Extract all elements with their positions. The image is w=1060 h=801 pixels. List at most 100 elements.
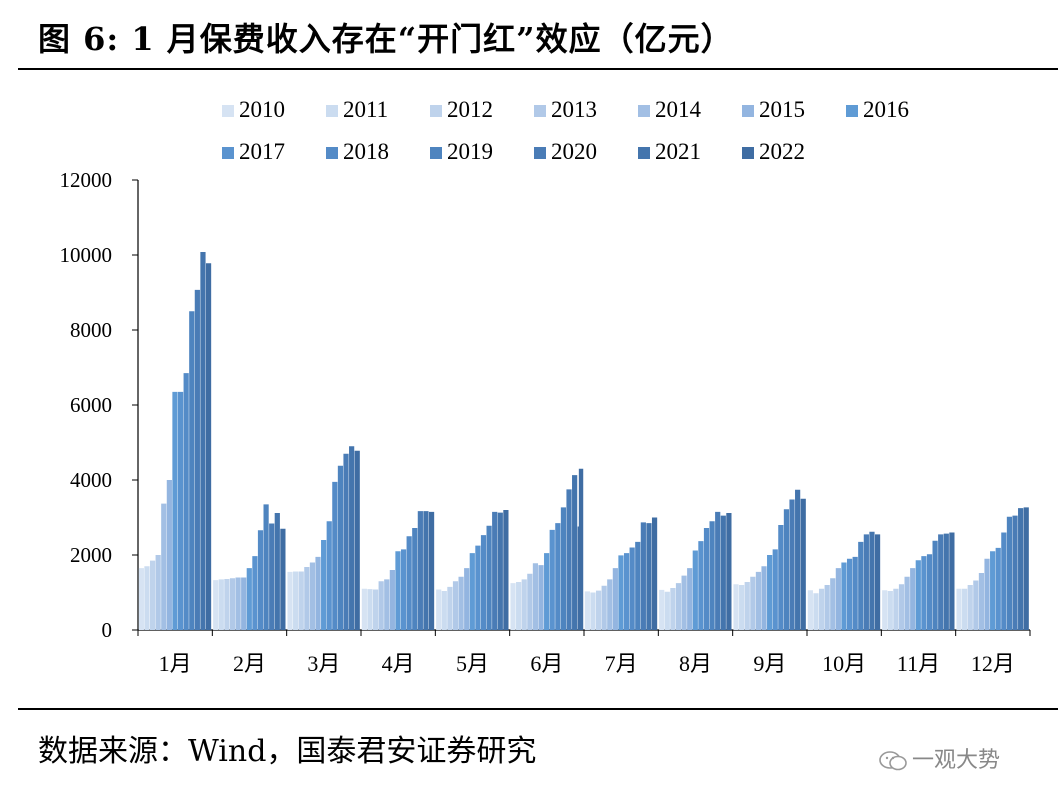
bar-2010-5月 [436, 589, 442, 630]
bar-2015-4月 [389, 570, 395, 630]
wechat-icon [879, 751, 907, 771]
bar-2014-12月 [978, 573, 985, 630]
bar-2017-4月 [400, 549, 407, 630]
bar-2020-6月 [566, 489, 572, 630]
bar-2013-11月 [898, 584, 905, 630]
bar-2019-11月 [932, 540, 938, 630]
legend-label: 2010 [239, 97, 285, 122]
bar-2021-5月 [497, 512, 503, 630]
legend-swatch [638, 147, 650, 159]
legend-item-2016: 2016 [846, 97, 909, 122]
legend-swatch [742, 147, 754, 159]
bar-2022-10月 [874, 534, 881, 630]
x-tick-label: 1月 [159, 651, 192, 676]
legend-label: 2020 [551, 139, 597, 164]
bar-2011-9月 [739, 585, 745, 630]
bar-2021-10月 [869, 531, 875, 630]
figure-title: 图 6: 1 月保费收入存在“开门红”效应（亿元） [38, 20, 734, 58]
bar-2017-9月 [772, 549, 778, 630]
x-tick-label: 4月 [382, 651, 415, 676]
legend-label: 2021 [655, 139, 701, 164]
bar-group-3月 [287, 446, 360, 630]
bar-2019-12月 [1006, 516, 1013, 630]
bar-2018-5月 [480, 535, 487, 630]
bar-2014-11月 [904, 576, 910, 630]
bar-2016-9月 [767, 555, 773, 630]
bar-2016-11月 [915, 560, 921, 630]
bar-2012-1月 [149, 560, 156, 630]
bar-group-8月 [659, 511, 732, 630]
bar-2014-7月 [607, 579, 613, 630]
bar-2014-10月 [830, 578, 836, 630]
bar-2021-1月 [200, 252, 206, 630]
bar-2022-4月 [428, 511, 435, 630]
legend-item-2021: 2021 [638, 139, 701, 164]
bar-2018-10月 [852, 556, 858, 630]
legend-swatch [430, 147, 442, 159]
bar-2021-2月 [274, 513, 280, 630]
bar-2012-3月 [298, 571, 304, 630]
x-tick-label: 9月 [753, 651, 786, 676]
legend-label: 2022 [759, 139, 805, 164]
y-tick-label: 12000 [60, 168, 113, 192]
x-tick-label: 12月 [971, 651, 1015, 676]
bar-2020-7月 [640, 522, 646, 630]
bar-2015-9月 [761, 566, 767, 630]
bar-2018-8月 [703, 528, 710, 630]
bar-group-12月 [956, 507, 1029, 630]
bar-2014-8月 [681, 575, 687, 630]
bar-2011-2月 [218, 579, 224, 630]
bar-2010-8月 [659, 589, 665, 630]
bar-group-10月 [807, 531, 881, 630]
bar-2020-8月 [715, 511, 721, 630]
legend-swatch [326, 147, 338, 159]
bar-2011-8月 [664, 591, 670, 630]
legend-label: 2012 [447, 97, 493, 122]
bar-2016-6月 [544, 553, 550, 630]
x-tick-label: 10月 [822, 651, 866, 676]
bar-2017-8月 [698, 541, 704, 630]
bar-2011-11月 [887, 591, 893, 630]
source-note: 数据来源：Wind，国泰君安证券研究 [38, 734, 537, 769]
legend-item-2011: 2011 [326, 97, 388, 122]
bottom-rule [18, 708, 1058, 710]
bar-2013-7月 [601, 585, 607, 630]
bar-2018-6月 [555, 523, 561, 630]
x-tick-label: 2月 [233, 651, 266, 676]
bar-2019-3月 [337, 465, 344, 630]
bar-2018-2月 [257, 530, 264, 630]
bar-2010-6月 [510, 583, 516, 630]
legend-label: 2017 [239, 139, 285, 164]
bar-2022-12月 [1023, 507, 1029, 630]
legend-swatch [222, 105, 234, 117]
bar-2013-6月 [527, 573, 533, 630]
bar-2017-3月 [326, 521, 332, 630]
x-tick-label: 6月 [530, 651, 563, 676]
bar-2015-12月 [984, 558, 990, 630]
bar-2022-11月 [949, 532, 955, 630]
legend-item-2015: 2015 [742, 97, 805, 122]
legend-label: 2015 [759, 97, 805, 122]
bar-2016-4月 [395, 551, 401, 630]
bar-2022-5月 [503, 510, 509, 630]
legend-label: 2016 [863, 97, 909, 122]
x-tick-label: 7月 [605, 651, 638, 676]
bar-2014-9月 [755, 571, 762, 630]
bar-2020-4月 [417, 511, 423, 630]
bar-2010-7月 [584, 591, 590, 630]
legend-item-2014: 2014 [638, 97, 702, 122]
bar-2022-3月 [354, 450, 360, 630]
bar-2021-3月 [349, 446, 355, 630]
bar-2017-5月 [475, 545, 481, 630]
bar-2010-11月 [882, 590, 888, 630]
bar-2013-9月 [750, 576, 756, 630]
bar-2018-4月 [406, 536, 412, 630]
bar-2016-5月 [469, 553, 475, 630]
bar-2016-10月 [841, 562, 847, 630]
bar-2010-9月 [733, 584, 739, 630]
bar-2021-8月 [720, 515, 726, 630]
bar-overlay-6月 [578, 468, 584, 630]
bar-2019-7月 [635, 541, 641, 630]
y-tick-label: 2000 [70, 543, 112, 567]
bar-2013-4月 [378, 581, 384, 630]
